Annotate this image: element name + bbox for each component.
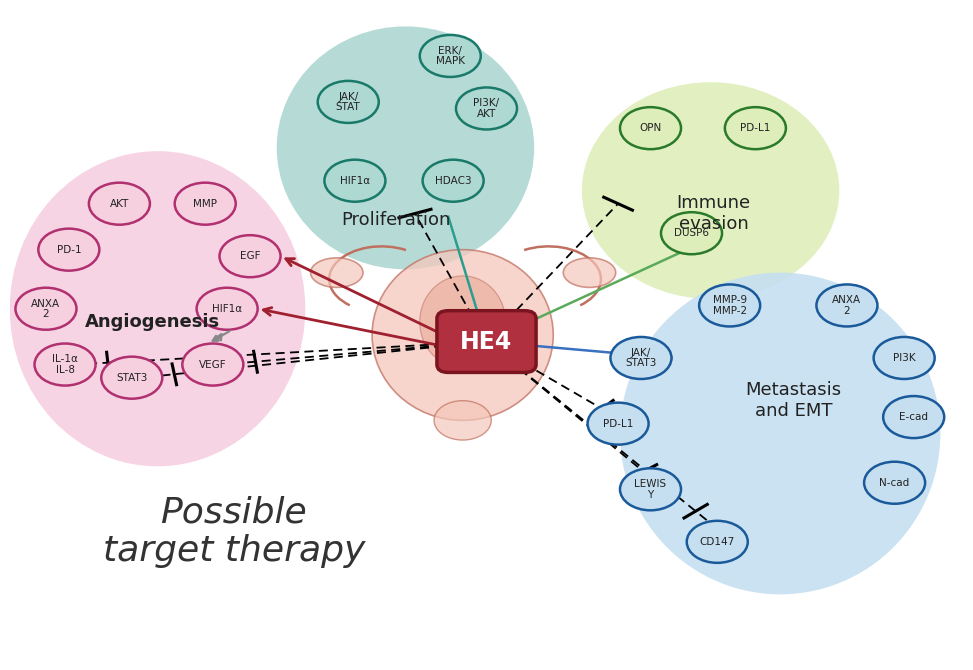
Circle shape xyxy=(864,462,925,504)
Text: Possible
target therapy: Possible target therapy xyxy=(102,496,365,568)
Text: N-cad: N-cad xyxy=(880,478,910,488)
Text: ANXA
2: ANXA 2 xyxy=(832,295,861,316)
Text: IL-1α
IL-8: IL-1α IL-8 xyxy=(53,354,78,375)
Circle shape xyxy=(422,159,484,202)
Ellipse shape xyxy=(419,276,506,368)
Text: E-cad: E-cad xyxy=(899,412,928,422)
Text: PD-L1: PD-L1 xyxy=(603,419,633,429)
Circle shape xyxy=(318,81,378,123)
Ellipse shape xyxy=(276,26,534,269)
Text: Proliferation: Proliferation xyxy=(342,211,450,229)
Text: VEGF: VEGF xyxy=(199,360,227,370)
Ellipse shape xyxy=(372,250,554,420)
Circle shape xyxy=(456,88,517,129)
Circle shape xyxy=(34,344,95,385)
Circle shape xyxy=(816,285,878,326)
Text: Angiogenesis: Angiogenesis xyxy=(86,313,220,331)
Text: PD-1: PD-1 xyxy=(56,245,81,255)
Text: EGF: EGF xyxy=(239,251,260,261)
Circle shape xyxy=(324,159,385,202)
Circle shape xyxy=(197,287,258,330)
Circle shape xyxy=(687,521,748,563)
FancyBboxPatch shape xyxy=(437,311,536,373)
Text: Metastasis
and EMT: Metastasis and EMT xyxy=(745,381,842,420)
Text: Immune
evasion: Immune evasion xyxy=(676,194,750,233)
Text: CD147: CD147 xyxy=(700,537,735,547)
Circle shape xyxy=(16,287,77,330)
Ellipse shape xyxy=(563,258,616,287)
Circle shape xyxy=(700,285,760,326)
Text: PI3K: PI3K xyxy=(893,353,916,363)
Text: STAT3: STAT3 xyxy=(116,373,148,383)
Circle shape xyxy=(101,356,162,399)
Text: PI3K/
AKT: PI3K/ AKT xyxy=(474,98,499,119)
Circle shape xyxy=(620,468,681,511)
Text: ANXA
2: ANXA 2 xyxy=(31,299,60,319)
Circle shape xyxy=(620,107,681,149)
Circle shape xyxy=(182,344,243,385)
Circle shape xyxy=(661,212,722,254)
Text: HDAC3: HDAC3 xyxy=(435,176,472,186)
Circle shape xyxy=(175,183,235,224)
Ellipse shape xyxy=(620,273,940,594)
Text: JAK/
STAT: JAK/ STAT xyxy=(336,92,361,112)
Text: JAK/
STAT3: JAK/ STAT3 xyxy=(626,348,657,369)
Text: MMP: MMP xyxy=(194,199,217,208)
Circle shape xyxy=(883,396,944,438)
Text: DUSP6: DUSP6 xyxy=(674,228,709,239)
Ellipse shape xyxy=(434,401,491,440)
Text: OPN: OPN xyxy=(639,123,662,133)
Text: LEWIS
Y: LEWIS Y xyxy=(634,479,667,500)
Circle shape xyxy=(38,228,99,271)
Circle shape xyxy=(588,403,649,445)
Text: PD-L1: PD-L1 xyxy=(740,123,771,133)
Text: ERK/
MAPK: ERK/ MAPK xyxy=(436,46,465,66)
Circle shape xyxy=(220,235,280,277)
Text: MMP-9
MMP-2: MMP-9 MMP-2 xyxy=(712,295,746,316)
Text: HIF1α: HIF1α xyxy=(212,304,242,314)
Circle shape xyxy=(610,337,671,379)
Circle shape xyxy=(419,35,481,77)
Circle shape xyxy=(874,337,935,379)
Text: HIF1α: HIF1α xyxy=(340,176,370,186)
Text: AKT: AKT xyxy=(110,199,129,208)
Circle shape xyxy=(725,107,786,149)
Text: HE4: HE4 xyxy=(460,330,513,354)
Ellipse shape xyxy=(10,151,306,466)
Ellipse shape xyxy=(582,82,840,299)
Ellipse shape xyxy=(310,258,363,287)
Circle shape xyxy=(89,183,150,224)
